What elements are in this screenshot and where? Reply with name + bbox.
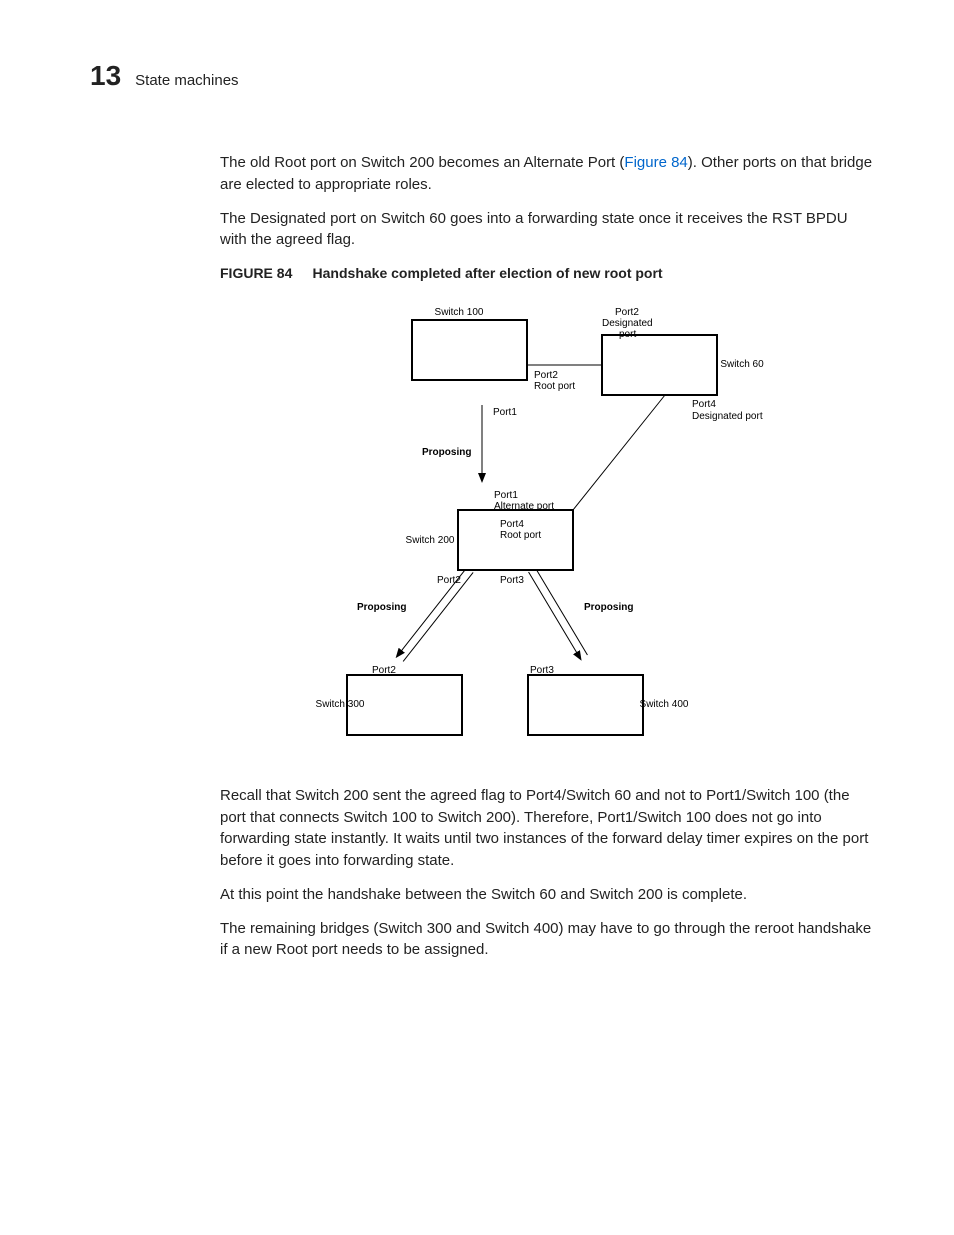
- p1-text-a: The old Root port on Switch 200 becomes …: [220, 154, 624, 171]
- port-label-p3_br: Port3: [500, 575, 524, 586]
- node-label-switch60: Switch 60: [720, 359, 764, 370]
- network-diagram: Switch 100 Switch 60 Switch 200 Switch 300 S…: [312, 295, 782, 755]
- page-header: 13 State machines: [90, 60, 874, 92]
- diagram-container: Switch 100 Switch 60 Switch 200 Switch 300 S…: [220, 295, 874, 755]
- port-label-alt_b: Alternate port: [494, 501, 554, 512]
- figure-caption: FIGURE 84 Handshake completed after elec…: [220, 263, 874, 285]
- body-content: The old Root port on Switch 200 becomes …: [220, 152, 874, 961]
- figure-title: Handshake completed after election of ne…: [313, 265, 663, 281]
- port-label-prop1: Proposing: [422, 447, 471, 458]
- port-label-p4_des_b: Designated port: [692, 411, 763, 422]
- port-label-p4_root_b: Root port: [500, 530, 541, 541]
- paragraph-1: The old Root port on Switch 200 becomes …: [220, 152, 874, 196]
- paragraph-3: Recall that Switch 200 sent the agreed f…: [220, 785, 874, 872]
- port-label-p2_bl: Port2: [437, 575, 461, 586]
- figure-ref-link[interactable]: Figure 84: [624, 154, 687, 171]
- port-label-p4_des_a: Port4: [692, 399, 716, 410]
- port-label-p2_root_a: Port2: [534, 370, 558, 381]
- paragraph-4: At this point the handshake between the …: [220, 884, 874, 906]
- figure-label: FIGURE 84: [220, 265, 292, 281]
- page: 13 State machines The old Root port on S…: [0, 0, 954, 1235]
- paragraph-5: The remaining bridges (Switch 300 and Sw…: [220, 918, 874, 962]
- port-label-p2_des_c: port: [619, 329, 636, 340]
- node-label-switch300: Switch 300: [316, 699, 365, 710]
- section-title: State machines: [135, 72, 238, 89]
- port-label-p2_des_b: Designated: [602, 318, 653, 329]
- port-label-p4_root_a: Port4: [500, 519, 524, 530]
- node-label-switch200: Switch 200: [406, 535, 455, 546]
- node-switch100: [412, 320, 527, 380]
- port-label-alt_a: Port1: [494, 490, 518, 501]
- port-label-prop3: Proposing: [584, 602, 633, 613]
- port-label-p2_s300: Port2: [372, 665, 396, 676]
- paragraph-2: The Designated port on Switch 60 goes in…: [220, 208, 874, 252]
- node-label-switch100: Switch 100: [435, 307, 484, 318]
- port-label-port1_a: Port1: [493, 407, 517, 418]
- port-label-prop2: Proposing: [357, 602, 406, 613]
- port-label-p3_s400: Port3: [530, 665, 554, 676]
- port-label-p2_des_a: Port2: [615, 307, 639, 318]
- node-switch400: [528, 675, 643, 735]
- node-label-switch400: Switch 400: [640, 699, 689, 710]
- chapter-number: 13: [90, 60, 121, 92]
- port-label-p2_root_b: Root port: [534, 381, 575, 392]
- node-switch60: [602, 335, 717, 395]
